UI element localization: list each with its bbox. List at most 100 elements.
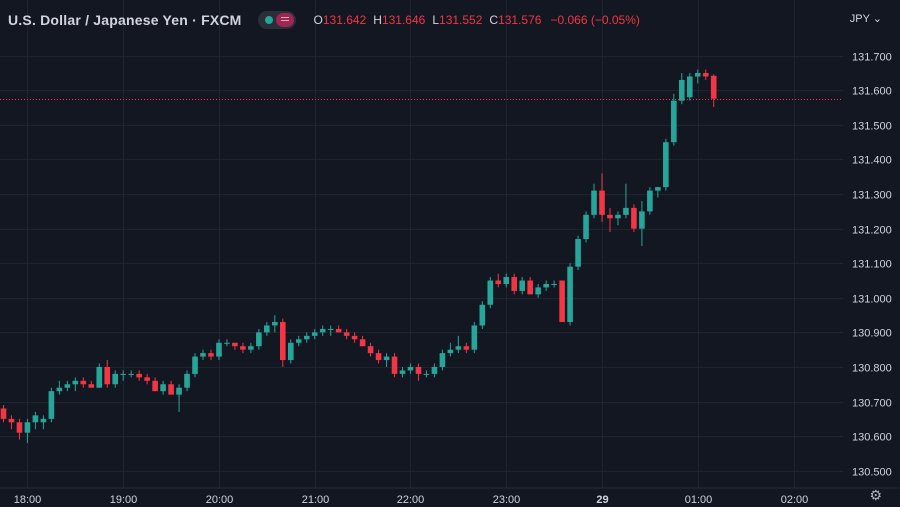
candle xyxy=(367,342,374,357)
candle xyxy=(240,342,246,354)
symbol-title[interactable]: U.S. Dollar / Japanese Yen · FXCM xyxy=(8,12,242,28)
candle xyxy=(232,342,238,350)
candle-body xyxy=(575,239,581,267)
time-tick-label: 21:00 xyxy=(302,494,330,506)
price-tick-label: 131.600 xyxy=(852,86,892,98)
time-tick-label: 19:00 xyxy=(110,494,138,506)
candle xyxy=(559,280,565,323)
candle-body xyxy=(702,73,709,77)
candle xyxy=(655,187,661,198)
candle-body xyxy=(583,214,589,240)
candle xyxy=(80,377,87,388)
candle-body xyxy=(64,384,71,388)
candle xyxy=(327,325,334,336)
candle xyxy=(686,73,693,101)
candle-body xyxy=(447,349,454,354)
candle xyxy=(519,277,525,295)
candle-body xyxy=(232,342,238,347)
candle-body xyxy=(184,373,190,388)
price-tick-label: 130.700 xyxy=(852,398,892,410)
candle-body xyxy=(455,346,462,350)
candle xyxy=(192,353,198,378)
candle xyxy=(144,373,150,385)
candle-body xyxy=(463,346,470,350)
currency-selector[interactable]: JPY ⌄ xyxy=(850,12,882,25)
candle-body xyxy=(535,287,541,295)
candle-body xyxy=(471,325,478,350)
candle-body xyxy=(367,346,374,354)
candle-body xyxy=(391,356,398,374)
candle xyxy=(200,349,206,361)
candle xyxy=(575,235,581,271)
price-axis[interactable]: 130.500 130.600 130.700 130.800 130.900 131.0… xyxy=(843,0,900,507)
candle-body xyxy=(208,353,214,357)
time-axis[interactable]: 18:00 19:00 20:00 21:00 22:00 23:00 29 01:00 02:… xyxy=(0,487,900,506)
candle-body xyxy=(415,366,422,374)
candle xyxy=(391,353,398,378)
price-tick-label: 130.900 xyxy=(852,328,892,340)
candle xyxy=(176,384,182,412)
candle xyxy=(184,370,190,392)
candle xyxy=(24,418,31,444)
candle xyxy=(623,183,629,219)
candle-body xyxy=(710,75,717,99)
close-label: C xyxy=(489,13,499,27)
candle-body xyxy=(407,366,414,371)
candle xyxy=(208,349,214,361)
candle-body xyxy=(567,266,573,323)
candle-body xyxy=(287,342,294,361)
candle xyxy=(679,73,685,105)
time-tick-label: 01:00 xyxy=(685,494,713,506)
candle-body xyxy=(144,377,150,381)
price-tick-label: 131.000 xyxy=(852,294,892,306)
candle xyxy=(216,339,222,361)
candle-body xyxy=(487,280,494,305)
candle xyxy=(128,370,134,378)
candle xyxy=(359,335,366,347)
candle xyxy=(631,204,637,233)
price-tick-label: 131.700 xyxy=(852,52,892,64)
candle xyxy=(248,342,254,354)
candle xyxy=(319,325,326,336)
menu-icon xyxy=(275,13,294,27)
low-label: L xyxy=(432,13,440,27)
candle xyxy=(447,342,454,357)
candle-body xyxy=(686,76,693,98)
price-tick-label: 130.800 xyxy=(852,363,892,375)
candle xyxy=(647,187,653,215)
visibility-toggle[interactable] xyxy=(257,11,296,29)
candle-body xyxy=(24,422,31,433)
candle-body xyxy=(224,342,230,344)
candle-body xyxy=(295,339,302,343)
currency-label: JPY xyxy=(849,13,870,25)
gear-icon[interactable]: ⚙ xyxy=(869,487,882,503)
candle-body xyxy=(80,380,87,385)
candle xyxy=(495,273,502,288)
price-axis-bg xyxy=(843,0,900,507)
candle xyxy=(527,277,533,295)
time-tick-label: 29 xyxy=(596,494,608,506)
high-value: 131.646 xyxy=(381,13,426,27)
candle-body xyxy=(503,277,510,284)
candle xyxy=(152,377,158,392)
candle xyxy=(375,349,382,364)
candle xyxy=(311,328,318,340)
chevron-down-icon: ⌄ xyxy=(872,13,882,25)
candle-body xyxy=(48,391,55,419)
time-tick-label: 23:00 xyxy=(493,494,521,506)
candle-body xyxy=(335,328,342,333)
candle xyxy=(431,363,438,378)
candle-body xyxy=(351,335,358,340)
candle-body xyxy=(647,190,653,212)
candle xyxy=(16,418,23,440)
candle xyxy=(471,322,478,354)
price-tick-label: 131.400 xyxy=(852,155,892,167)
candle xyxy=(264,322,270,336)
candle-body xyxy=(40,418,47,423)
candle-body xyxy=(591,190,597,215)
candle-body xyxy=(679,79,685,101)
close-value: 131.576 xyxy=(498,13,542,27)
candle xyxy=(40,415,47,430)
candle xyxy=(583,211,589,243)
